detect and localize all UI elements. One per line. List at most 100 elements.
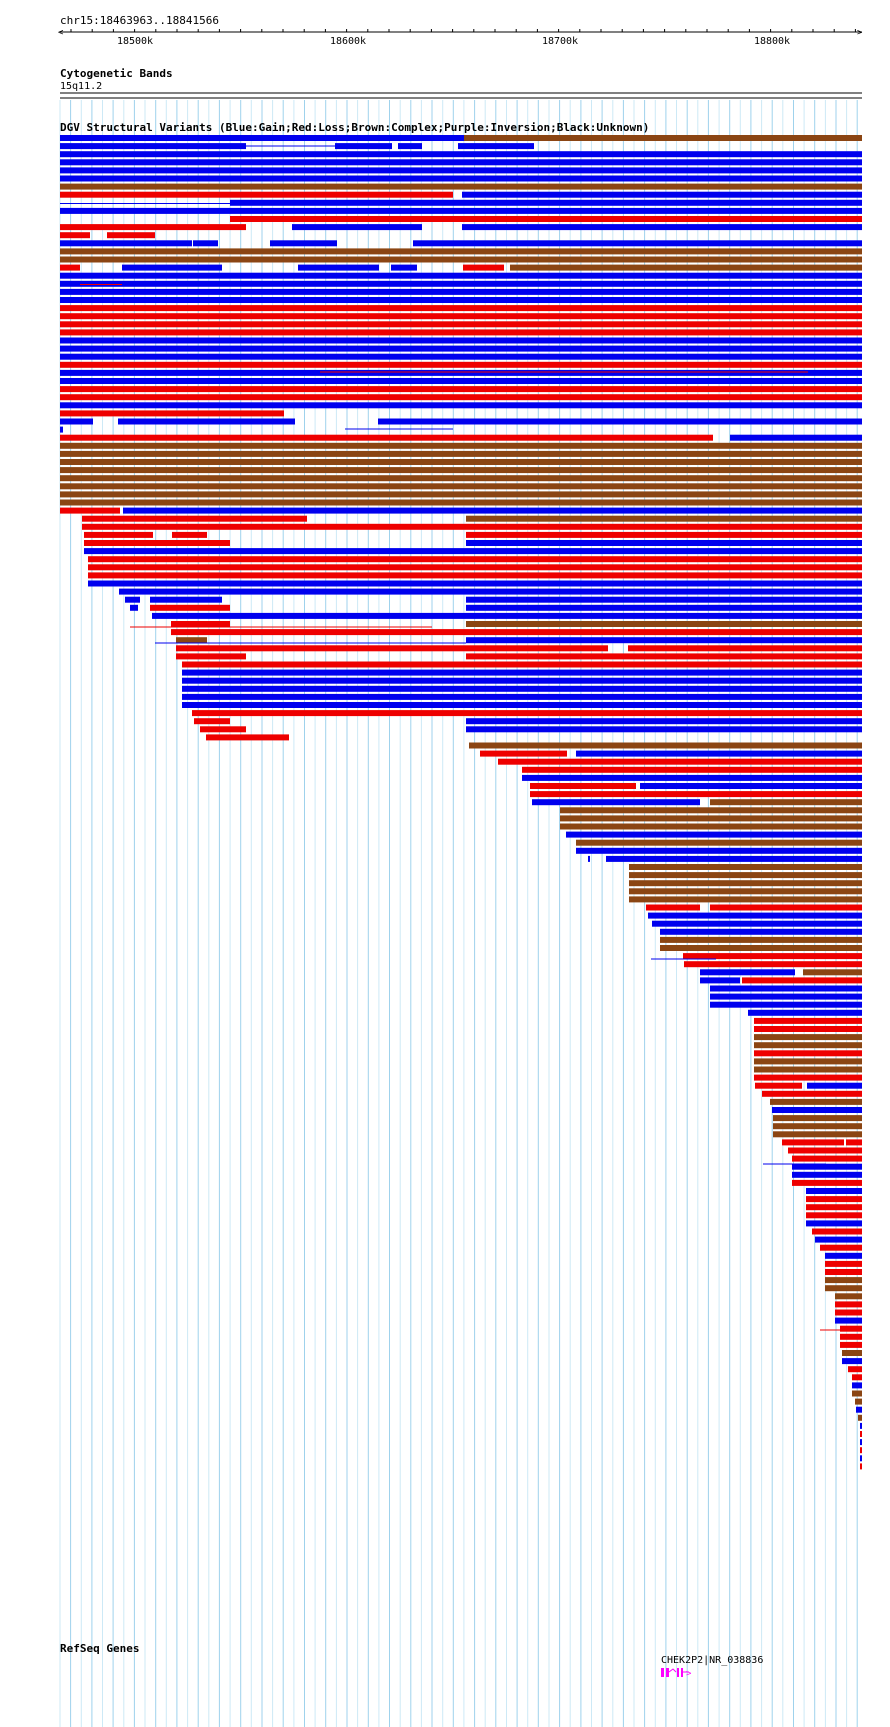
sv-feature[interactable] [60, 418, 93, 425]
sv-feature[interactable] [606, 855, 862, 862]
sv-feature[interactable] [60, 167, 862, 174]
sv-feature[interactable] [193, 240, 218, 247]
sv-feature[interactable] [60, 135, 464, 141]
sv-feature[interactable] [560, 815, 862, 822]
sv-feature[interactable] [466, 726, 862, 733]
sv-feature[interactable] [230, 216, 862, 222]
sv-feature[interactable] [182, 669, 862, 676]
sv-feature[interactable] [60, 450, 862, 457]
sv-feature[interactable] [60, 313, 862, 320]
sv-feature[interactable] [335, 143, 392, 150]
sv-feature[interactable] [182, 685, 862, 692]
sv-feature[interactable] [230, 199, 862, 206]
sv-feature[interactable] [60, 264, 80, 271]
sv-feature[interactable] [60, 183, 862, 190]
sv-feature[interactable] [60, 434, 713, 441]
sv-feature[interactable] [710, 904, 862, 911]
sv-feature[interactable] [842, 1358, 862, 1365]
sv-feature[interactable] [710, 993, 862, 1000]
sv-feature[interactable] [60, 159, 862, 166]
sv-feature[interactable] [842, 1244, 862, 1251]
sv-feature[interactable] [522, 774, 862, 781]
sv-feature[interactable] [192, 710, 862, 717]
sv-feature[interactable] [60, 491, 862, 498]
ruler-right-arrow-icon[interactable]: > [857, 28, 863, 38]
dgv-track[interactable]: DGV Structural Variants (Blue:Gain;Red:L… [60, 121, 862, 1470]
sv-feature[interactable] [122, 264, 222, 271]
sv-feature[interactable] [530, 783, 636, 789]
sv-feature[interactable] [82, 523, 862, 530]
sv-feature[interactable] [754, 1074, 862, 1081]
sv-feature[interactable] [182, 693, 862, 700]
sv-feature[interactable] [806, 1196, 862, 1203]
sv-feature[interactable] [660, 936, 862, 943]
sv-feature[interactable] [860, 1439, 862, 1446]
cytoband-track[interactable]: Cytogenetic Bands 15q11.2 [60, 67, 862, 99]
sv-feature[interactable] [82, 515, 307, 522]
sv-feature[interactable] [640, 783, 862, 789]
sv-feature[interactable] [298, 264, 379, 271]
sv-feature[interactable] [60, 475, 862, 482]
sv-feature[interactable] [152, 612, 862, 619]
sv-feature[interactable] [60, 143, 246, 150]
dgv-variant-features[interactable] [60, 135, 862, 1470]
sv-feature[interactable] [773, 1123, 862, 1130]
sv-feature[interactable] [84, 548, 862, 555]
ruler-left-arrow-icon[interactable]: < [58, 28, 64, 38]
sv-feature[interactable] [788, 1147, 862, 1154]
sv-feature[interactable] [825, 1285, 862, 1292]
sv-feature[interactable] [852, 1390, 862, 1397]
sv-feature[interactable] [772, 1107, 862, 1113]
sv-feature[interactable] [825, 1260, 862, 1267]
sv-feature[interactable] [660, 928, 862, 935]
sv-feature[interactable] [806, 1220, 862, 1227]
sv-feature[interactable] [773, 1131, 862, 1138]
sv-feature[interactable] [848, 1366, 862, 1373]
sv-feature[interactable] [172, 531, 207, 538]
sv-feature[interactable] [855, 1398, 862, 1405]
sv-feature[interactable] [466, 515, 862, 522]
sv-feature[interactable] [270, 240, 337, 247]
sv-feature[interactable] [576, 847, 862, 854]
sv-feature[interactable] [466, 718, 862, 725]
sv-feature[interactable] [466, 596, 862, 603]
sv-feature[interactable] [648, 912, 862, 919]
sv-feature[interactable] [522, 766, 862, 773]
sv-feature[interactable] [754, 1050, 862, 1057]
sv-feature[interactable] [88, 564, 862, 571]
sv-feature[interactable] [842, 1350, 862, 1356]
sv-feature[interactable] [860, 1455, 862, 1462]
sv-feature[interactable] [130, 604, 138, 611]
sv-feature[interactable] [835, 1309, 862, 1316]
sv-feature[interactable] [176, 653, 246, 660]
sv-feature[interactable] [629, 888, 862, 895]
sv-feature[interactable] [807, 1082, 862, 1089]
sv-feature[interactable] [60, 499, 862, 506]
sv-feature[interactable] [118, 418, 295, 425]
sv-feature[interactable] [60, 402, 862, 409]
sv-feature[interactable] [60, 353, 862, 360]
sv-feature[interactable] [806, 1212, 862, 1219]
sv-feature[interactable] [792, 1179, 862, 1186]
sv-feature[interactable] [88, 580, 862, 587]
sv-feature[interactable] [770, 1098, 862, 1105]
sv-feature[interactable] [825, 1269, 862, 1275]
sv-feature[interactable] [710, 1001, 862, 1008]
sv-feature[interactable] [560, 823, 862, 830]
sv-feature[interactable] [825, 1252, 862, 1259]
sv-feature[interactable] [60, 191, 453, 198]
sv-feature[interactable] [107, 232, 155, 239]
sv-feature[interactable] [806, 1204, 862, 1211]
sv-feature[interactable] [835, 1301, 862, 1308]
sv-feature[interactable] [413, 240, 862, 247]
sv-feature[interactable] [60, 483, 862, 490]
sv-feature[interactable] [782, 1139, 844, 1146]
sv-feature[interactable] [60, 288, 862, 295]
sv-feature[interactable] [646, 904, 700, 911]
sv-feature[interactable] [683, 953, 862, 960]
sv-feature[interactable] [60, 442, 862, 449]
sv-feature[interactable] [742, 977, 862, 984]
sv-feature[interactable] [846, 1139, 862, 1146]
sv-feature[interactable] [150, 596, 222, 603]
sv-feature[interactable] [466, 621, 862, 627]
